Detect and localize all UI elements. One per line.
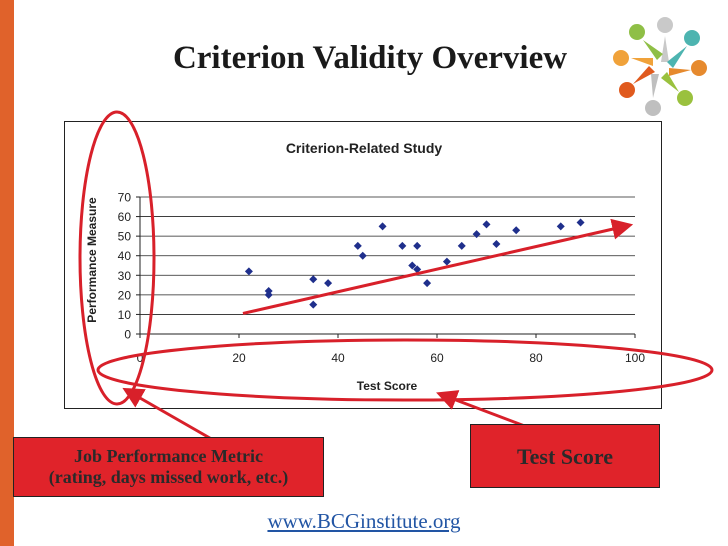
chart-grid [140, 196, 635, 315]
data-point [482, 220, 491, 229]
y-tick-label: 40 [118, 249, 132, 263]
y-tick-label: 70 [118, 191, 132, 205]
data-point [442, 257, 451, 266]
scatter-chart: 0 10 20 30 40 50 60 70 0 20 40 60 80 100 Criterion-Re… [85, 140, 645, 393]
data-point [472, 230, 481, 239]
chart-title: Criterion-Related Study [286, 140, 443, 156]
y-axis-label: Performance Measure [85, 197, 99, 323]
x-axis-label: Test Score [357, 379, 418, 393]
x-tick-label: 80 [529, 351, 543, 365]
accent-bar [0, 0, 14, 546]
footer-link[interactable]: www.BCGinstitute.org [267, 509, 461, 533]
x-tick-label: 60 [430, 351, 444, 365]
slide-title: Criterion Validity Overview [172, 40, 568, 76]
data-point [378, 222, 387, 231]
y-tick-label: 10 [118, 308, 132, 322]
test-score-callout: Test Score [470, 424, 660, 488]
job-performance-callout: Job Performance Metric (rating, days mis… [13, 437, 324, 497]
data-point [358, 251, 367, 260]
data-point [576, 218, 585, 227]
y-tick-label: 30 [118, 269, 132, 283]
y-tick-label: 0 [124, 328, 131, 342]
y-tick-label: 50 [118, 230, 132, 244]
x-tick-label: 100 [625, 351, 645, 365]
chart-frame: 0 10 20 30 40 50 60 70 0 20 40 60 80 100 Criterion-Re… [64, 121, 662, 409]
y-tick-label: 60 [118, 210, 132, 224]
y-tick-label: 20 [118, 288, 132, 302]
data-point [413, 241, 422, 250]
data-point [244, 267, 253, 276]
data-point [512, 226, 521, 235]
callout-metric-line1: Job Performance Metric [74, 446, 263, 466]
data-point [457, 241, 466, 250]
institute-logo [613, 17, 707, 116]
data-point [398, 241, 407, 250]
data-point [309, 300, 318, 309]
data-point [492, 239, 501, 248]
x-tick-label: 20 [232, 351, 246, 365]
callout-metric-line2: (rating, days missed work, etc.) [48, 467, 289, 487]
data-point [423, 279, 432, 288]
data-point [556, 222, 565, 231]
people-circle-icon [613, 17, 707, 116]
x-tick-label: 0 [137, 351, 144, 365]
data-point [353, 241, 362, 250]
data-point [309, 275, 318, 284]
data-point [324, 279, 333, 288]
x-tick-label: 40 [331, 351, 345, 365]
